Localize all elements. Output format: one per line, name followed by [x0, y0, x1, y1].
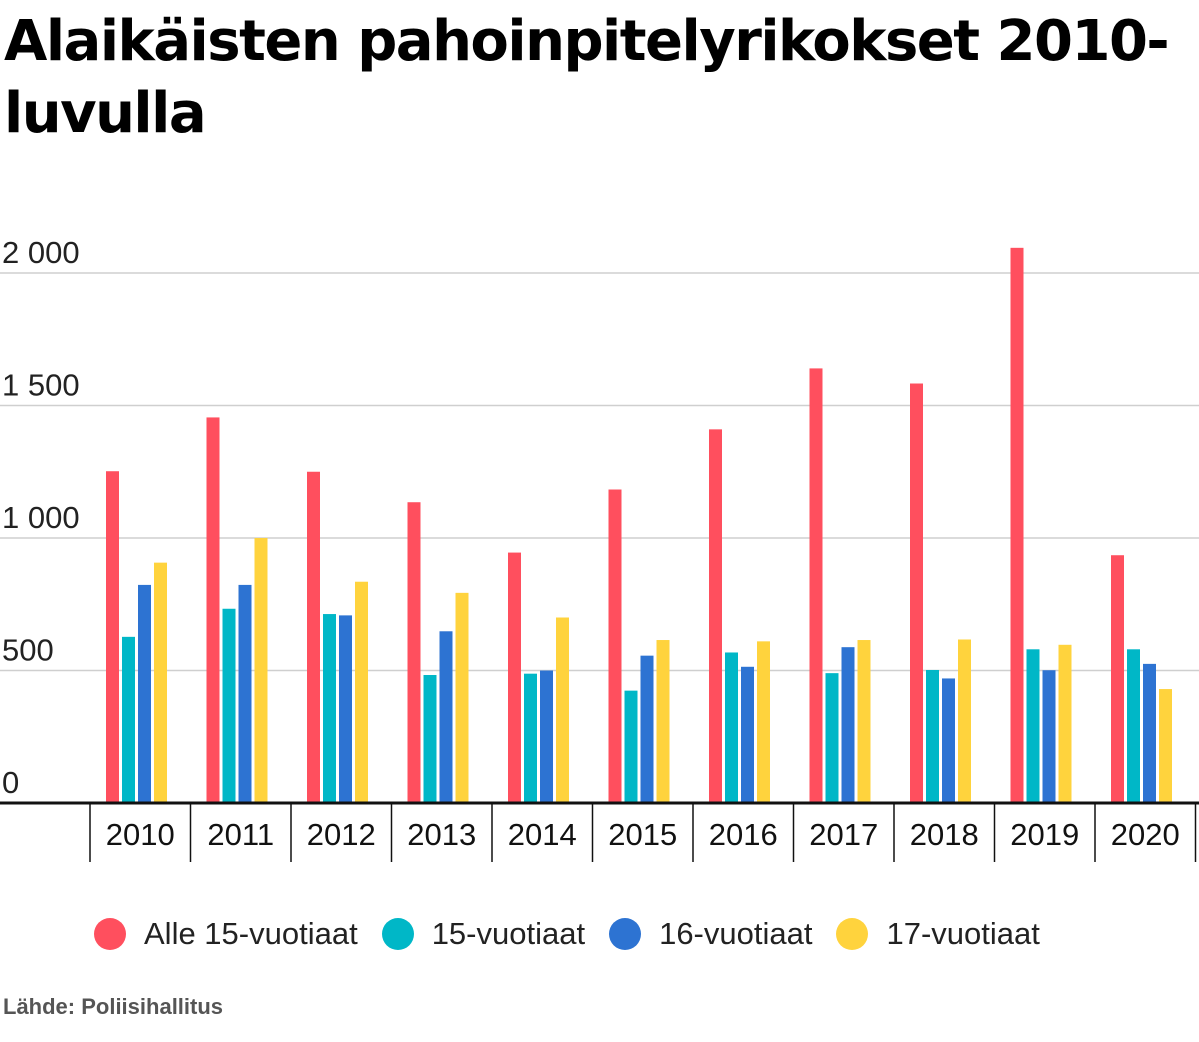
bar	[757, 641, 770, 803]
bar	[910, 383, 923, 803]
x-tick-label: 2010	[106, 817, 175, 852]
bar	[926, 669, 939, 803]
bar	[640, 655, 654, 803]
legend-swatch	[609, 918, 642, 950]
bar	[958, 639, 971, 803]
bar	[524, 673, 537, 803]
x-tick-label: 2018	[910, 817, 979, 852]
bar	[455, 592, 469, 803]
bar-chart: 0 500 1 000 1 500 2 000 2010 2011 2012 2013 2014 2…	[0, 235, 1199, 862]
bar	[556, 617, 569, 803]
x-tick-label: 2011	[207, 817, 274, 852]
bar	[1111, 555, 1124, 803]
legend-item: 15-vuotiaat	[381, 916, 586, 952]
bar	[323, 614, 336, 803]
legend-swatch	[381, 918, 414, 950]
bar	[1127, 649, 1140, 803]
bar	[206, 417, 220, 803]
legend-swatch	[836, 918, 869, 950]
legend-label: Alle 15-vuotiaat	[144, 916, 358, 951]
bar	[407, 502, 421, 803]
bar	[608, 489, 622, 803]
y-tick-label: 2 000	[2, 235, 80, 270]
bar	[339, 615, 352, 803]
chart-title: Alaikäisten pahoinpitelyrikokset 2010-lu…	[4, 9, 1170, 146]
bar	[725, 652, 738, 803]
x-tick-label: 2019	[1010, 817, 1079, 852]
x-tick-label: 2013	[407, 817, 476, 852]
legend-swatch	[94, 918, 126, 950]
x-tick-label: 2020	[1111, 817, 1180, 852]
source-note: Lähde: Poliisihallitus	[3, 994, 224, 1019]
bar	[1042, 670, 1056, 803]
bar	[1010, 247, 1024, 803]
bar	[508, 552, 521, 803]
bar	[841, 647, 855, 803]
legend-item: 16-vuotiaat	[609, 916, 812, 952]
bar	[138, 584, 151, 803]
bar	[656, 640, 670, 803]
legend-item: Alle 15-vuotiaat	[94, 916, 358, 952]
bar	[423, 675, 437, 803]
chart-legend: Alle 15-vuotiaat 15-vuotiaat 16-vuotiaat 17…	[94, 912, 1064, 956]
bar	[106, 471, 119, 803]
bar	[1159, 689, 1172, 803]
bar	[825, 673, 839, 803]
x-tick-label: 2014	[508, 817, 577, 852]
x-tick-label: 2017	[809, 817, 878, 852]
bar	[1143, 663, 1156, 803]
x-tick-label: 2012	[307, 817, 376, 852]
y-tick-label: 1 000	[2, 500, 80, 535]
bar	[439, 631, 453, 803]
y-tick-label: 0	[2, 765, 19, 800]
bar	[254, 538, 268, 803]
bar	[307, 471, 320, 803]
legend-item: 17-vuotiaat	[836, 916, 1040, 952]
y-tick-label: 1 500	[2, 368, 80, 403]
bar	[355, 581, 368, 803]
bar	[154, 562, 167, 803]
bar	[122, 636, 135, 803]
y-tick-label: 500	[2, 633, 54, 668]
x-tick-label: 2016	[709, 817, 778, 852]
bar	[709, 429, 722, 803]
legend-label: 16-vuotiaat	[659, 916, 813, 951]
bar	[238, 584, 252, 803]
bar	[942, 678, 955, 803]
legend-label: 15-vuotiaat	[431, 916, 586, 951]
bar	[809, 368, 823, 803]
bar	[741, 666, 754, 803]
legend-label: 17-vuotiaat	[886, 916, 1040, 951]
bar	[222, 608, 236, 803]
x-tick-label: 2015	[608, 817, 677, 852]
bar	[857, 640, 871, 803]
bar	[1026, 649, 1040, 803]
bar	[540, 670, 553, 803]
bar	[624, 690, 638, 803]
bar	[1058, 644, 1072, 803]
